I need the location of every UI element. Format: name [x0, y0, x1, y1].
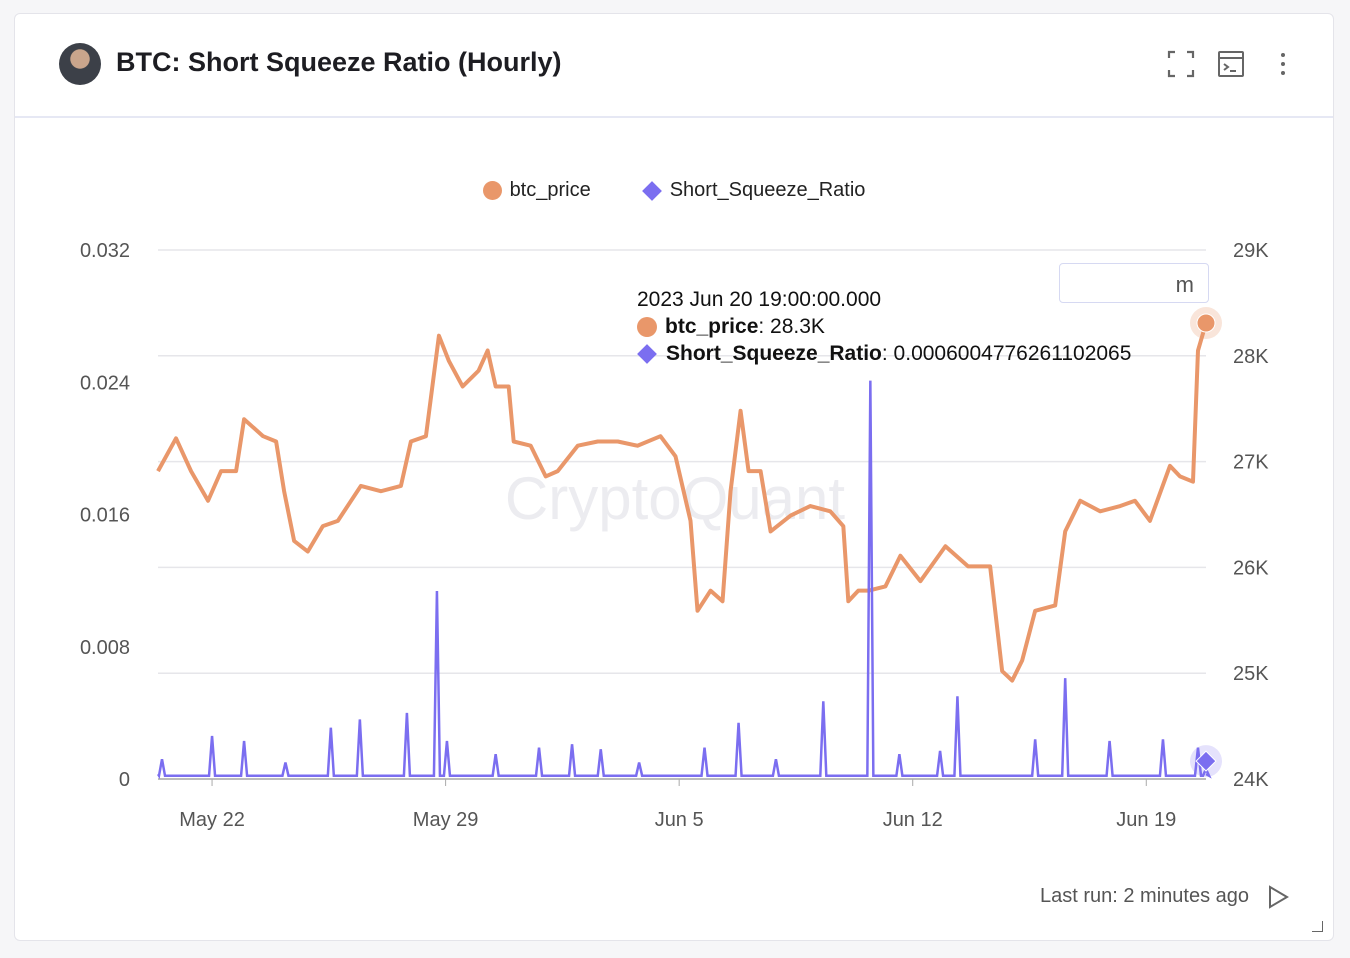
card-header: BTC: Short Squeeze Ratio (Hourly) [15, 14, 1333, 118]
more-options-icon[interactable] [1269, 50, 1297, 78]
tooltip-time: 2023 Jun 20 19:00:00.000 [637, 288, 882, 311]
y-right-tick-label: 27K [1233, 452, 1269, 474]
y-right-tick-label: 24K [1233, 769, 1269, 791]
avatar [59, 43, 101, 85]
x-tick-label: May 22 [179, 809, 245, 831]
x-tick-label: Jun 5 [655, 809, 704, 831]
y-right-tick-label: 29K [1233, 240, 1269, 262]
y-left-tick-label: 0.024 [80, 372, 130, 394]
x-tick-label: Jun 19 [1116, 809, 1176, 831]
hover-price-marker [1196, 313, 1216, 333]
chart-legend: btc_price Short_Squeeze_Ratio [15, 179, 1333, 202]
resize-handle[interactable] [1312, 921, 1323, 932]
legend-label: btc_price [509, 179, 591, 201]
x-tick-label: Jun 12 [883, 809, 943, 831]
circle-marker-icon [482, 181, 502, 200]
short-squeeze-ratio-line [156, 380, 1212, 780]
y-right-tick-label: 26K [1233, 557, 1269, 579]
tooltip-ratio-value: : 0.0006004776261102065 [881, 342, 1132, 365]
y-left-tick-label: 0 [119, 769, 130, 791]
btc-price-line [156, 322, 1208, 683]
play-icon[interactable] [1267, 885, 1289, 909]
hover-ratio-marker [1195, 750, 1217, 772]
tooltip-price-label: btc_price [665, 315, 759, 338]
fullscreen-icon[interactable] [1167, 50, 1195, 78]
legend-item-short-squeeze-ratio[interactable]: Short_Squeeze_Ratio [641, 179, 866, 202]
legend-label: Short_Squeeze_Ratio [669, 179, 866, 201]
chart-plot[interactable]: CryptoQuant 24K 25K 26K 27K 28K 29K 0 0.008 0.01… [15, 14, 1333, 940]
y-left-tick-label: 0.032 [80, 240, 130, 262]
last-run-status: Last run: 2 minutes ago [1039, 885, 1249, 907]
terminal-icon[interactable] [1217, 50, 1245, 78]
zoom-control[interactable]: m [1059, 263, 1209, 303]
chart-card: BTC: Short Squeeze Ratio (Hourly) btc_pr… [14, 13, 1334, 941]
circle-marker-icon [637, 316, 657, 337]
legend-item-btc-price[interactable]: btc_price [482, 179, 591, 202]
y-left-tick-label: 0.008 [80, 637, 130, 659]
chart-title: BTC: Short Squeeze Ratio (Hourly) [116, 47, 562, 77]
y-right-tick-label: 28K [1233, 346, 1269, 368]
x-tick-label: May 29 [413, 809, 479, 831]
tooltip: 2023 Jun 20 19:00:00.000 btc_price: 28.3… [637, 286, 1131, 367]
diamond-marker-icon [637, 343, 657, 364]
y-left-tick-label: 0.016 [80, 505, 130, 527]
tooltip-ratio-label: Short_Squeeze_Ratio [666, 342, 882, 365]
watermark: CryptoQuant [505, 465, 845, 532]
y-right-tick-label: 25K [1233, 663, 1269, 685]
tooltip-price-value: : 28.3K [758, 315, 825, 338]
